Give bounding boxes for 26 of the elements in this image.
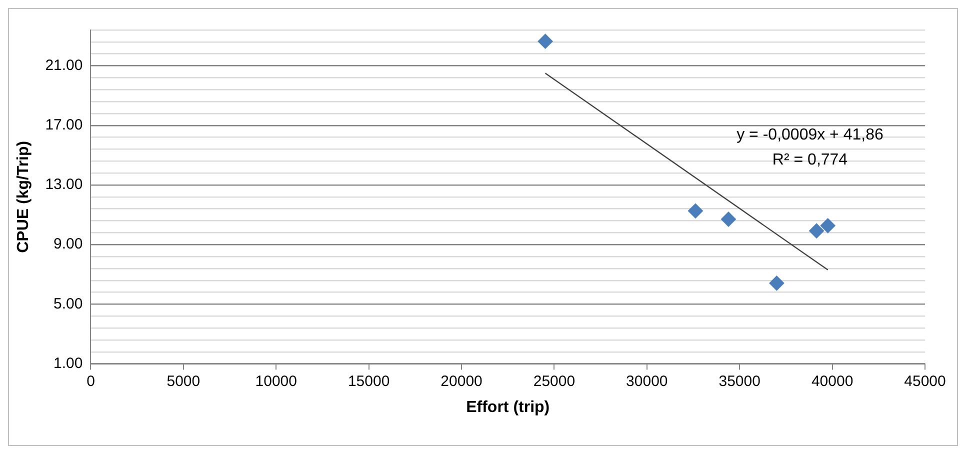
x-tick-label: 5000 [166, 372, 200, 390]
annotation: y = -0,0009x + 41,86 [736, 126, 884, 144]
point [820, 218, 836, 234]
x-tick-label: 30000 [626, 372, 668, 390]
x-tick-label: 15000 [348, 372, 390, 390]
y-tick-label: 9.00 [54, 236, 83, 253]
y-axis-title: CPUE (kg/Trip) [15, 140, 32, 253]
annotation: R² = 0,774 [772, 151, 848, 168]
x-tick-label: 35000 [718, 372, 760, 390]
y-tick-label: 17.00 [45, 116, 83, 134]
point [809, 223, 824, 238]
x-tick-label: 45000 [904, 372, 946, 390]
x-tick-label: 20000 [440, 372, 482, 390]
point [769, 276, 784, 291]
y-tick-label: 13.00 [45, 176, 83, 194]
x-tick-label: 10000 [255, 372, 297, 390]
point [538, 34, 553, 49]
point [720, 212, 736, 227]
y-tick-label: 5.00 [54, 295, 83, 312]
x-axis-title: Effort (trip) [466, 398, 550, 416]
x-tick-label: 0 [86, 372, 95, 390]
x-tick-label: 40000 [811, 372, 854, 390]
y-tick-label: 1.00 [54, 354, 83, 372]
x-tick-label: 25000 [533, 372, 576, 390]
y-tick-label: 21.00 [45, 56, 83, 74]
point [688, 203, 703, 218]
